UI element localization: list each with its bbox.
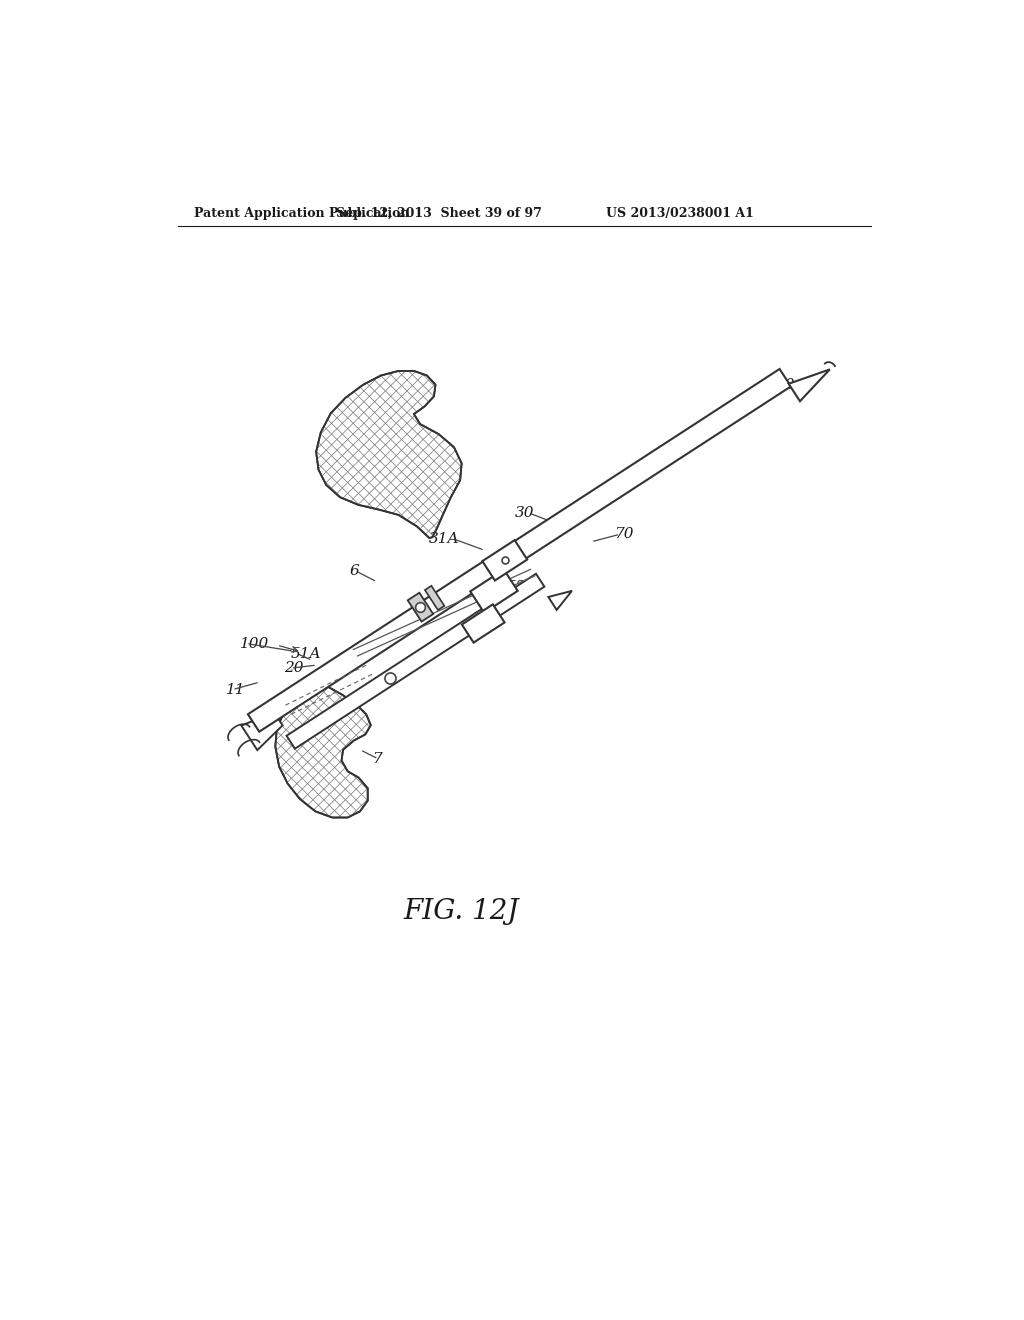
- Text: US 2013/0238001 A1: US 2013/0238001 A1: [606, 207, 755, 220]
- Text: 11: 11: [226, 682, 246, 697]
- Polygon shape: [242, 713, 283, 750]
- Polygon shape: [248, 370, 791, 731]
- Text: 31A: 31A: [429, 532, 460, 545]
- Text: 7: 7: [373, 752, 382, 766]
- Polygon shape: [482, 540, 527, 581]
- Polygon shape: [408, 593, 433, 622]
- Text: 31B: 31B: [472, 612, 503, 626]
- Polygon shape: [462, 605, 505, 643]
- Polygon shape: [287, 574, 545, 748]
- Text: 51A: 51A: [291, 647, 322, 660]
- Polygon shape: [548, 591, 571, 610]
- Polygon shape: [470, 570, 518, 612]
- Text: Patent Application Publication: Patent Application Publication: [194, 207, 410, 220]
- Polygon shape: [275, 684, 371, 817]
- Text: FIG. 12J: FIG. 12J: [403, 898, 519, 925]
- Text: 52A: 52A: [506, 579, 537, 594]
- Polygon shape: [788, 370, 829, 401]
- Text: 10: 10: [776, 378, 796, 392]
- Polygon shape: [425, 586, 444, 610]
- Polygon shape: [316, 371, 462, 539]
- Text: 20: 20: [285, 661, 304, 675]
- Text: 6: 6: [350, 564, 359, 578]
- Text: 100: 100: [240, 636, 269, 651]
- Text: Sep. 12, 2013  Sheet 39 of 97: Sep. 12, 2013 Sheet 39 of 97: [336, 207, 542, 220]
- Text: 30: 30: [514, 506, 535, 520]
- Text: 70: 70: [614, 527, 634, 541]
